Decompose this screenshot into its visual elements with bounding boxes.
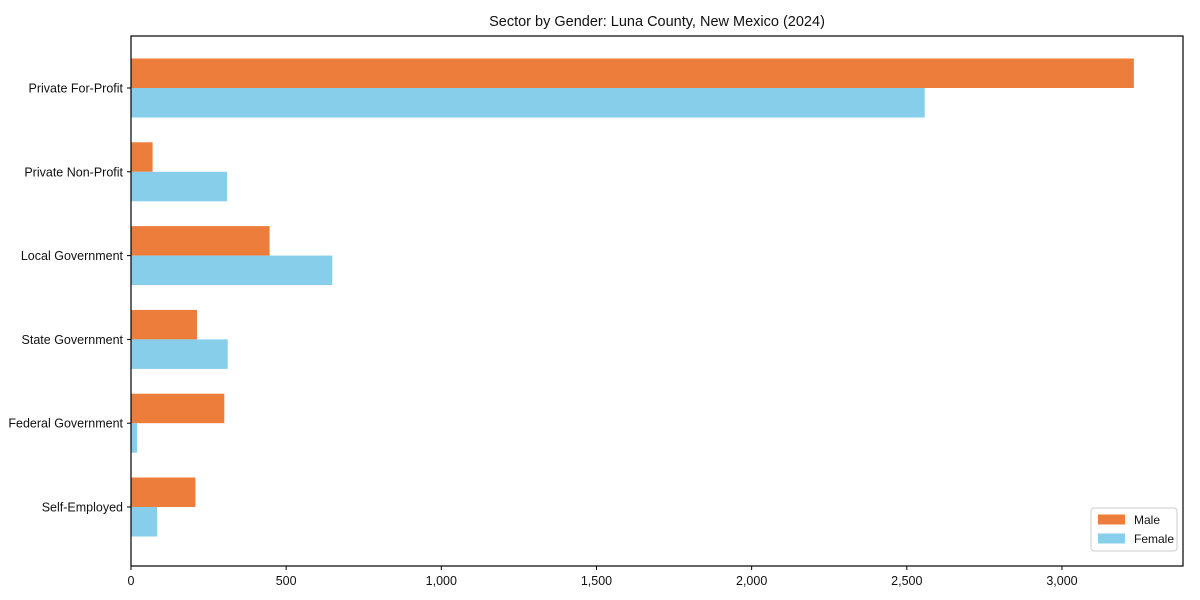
x-tick-label: 2,500 bbox=[891, 574, 922, 588]
legend-label-male: Male bbox=[1134, 513, 1160, 527]
bar-male-private-non-profit bbox=[131, 142, 153, 172]
x-tick-label: 1,000 bbox=[426, 574, 457, 588]
x-tick-label: 2,000 bbox=[736, 574, 767, 588]
x-tick-label: 1,500 bbox=[581, 574, 612, 588]
y-tick-label-private-for-profit: Private For-Profit bbox=[29, 82, 124, 96]
legend-label-female: Female bbox=[1134, 532, 1174, 546]
bar-female-private-for-profit bbox=[131, 88, 925, 118]
bar-male-state-government bbox=[131, 309, 197, 340]
x-tick-label: 0 bbox=[128, 574, 135, 588]
y-tick-label-private-non-profit: Private Non-Profit bbox=[24, 165, 123, 179]
bar-female-federal-government bbox=[131, 423, 138, 453]
x-tick-label: 500 bbox=[276, 574, 297, 588]
bar-female-local-government bbox=[131, 255, 333, 286]
bars-layer bbox=[131, 58, 1134, 537]
bar-male-private-for-profit bbox=[131, 58, 1134, 88]
bar-female-private-non-profit bbox=[131, 171, 228, 202]
y-tick-label-federal-government: Federal Government bbox=[8, 417, 123, 431]
y-tick-label-local-government: Local Government bbox=[21, 249, 124, 263]
y-tick-label-self-employed: Self-Employed bbox=[42, 501, 123, 515]
legend-swatch-female bbox=[1098, 533, 1125, 544]
bar-male-local-government bbox=[131, 226, 270, 256]
bar-male-federal-government bbox=[131, 393, 225, 424]
legend-swatch-male bbox=[1098, 514, 1125, 525]
legend: Male Female bbox=[1090, 507, 1178, 552]
bar-female-self-employed bbox=[131, 507, 158, 537]
axes-layer: 0 500 1,000 1,500 2,000 2,500 3,000 Private For… bbox=[8, 35, 1184, 588]
bar-female-state-government bbox=[131, 339, 228, 369]
chart-title: Sector by Gender: Luna County, New Mexic… bbox=[489, 14, 825, 30]
bar-male-self-employed bbox=[131, 477, 196, 507]
y-tick-label-state-government: State Government bbox=[22, 333, 124, 347]
plot-frame bbox=[130, 35, 1184, 567]
x-tick-label: 3,000 bbox=[1046, 574, 1077, 588]
